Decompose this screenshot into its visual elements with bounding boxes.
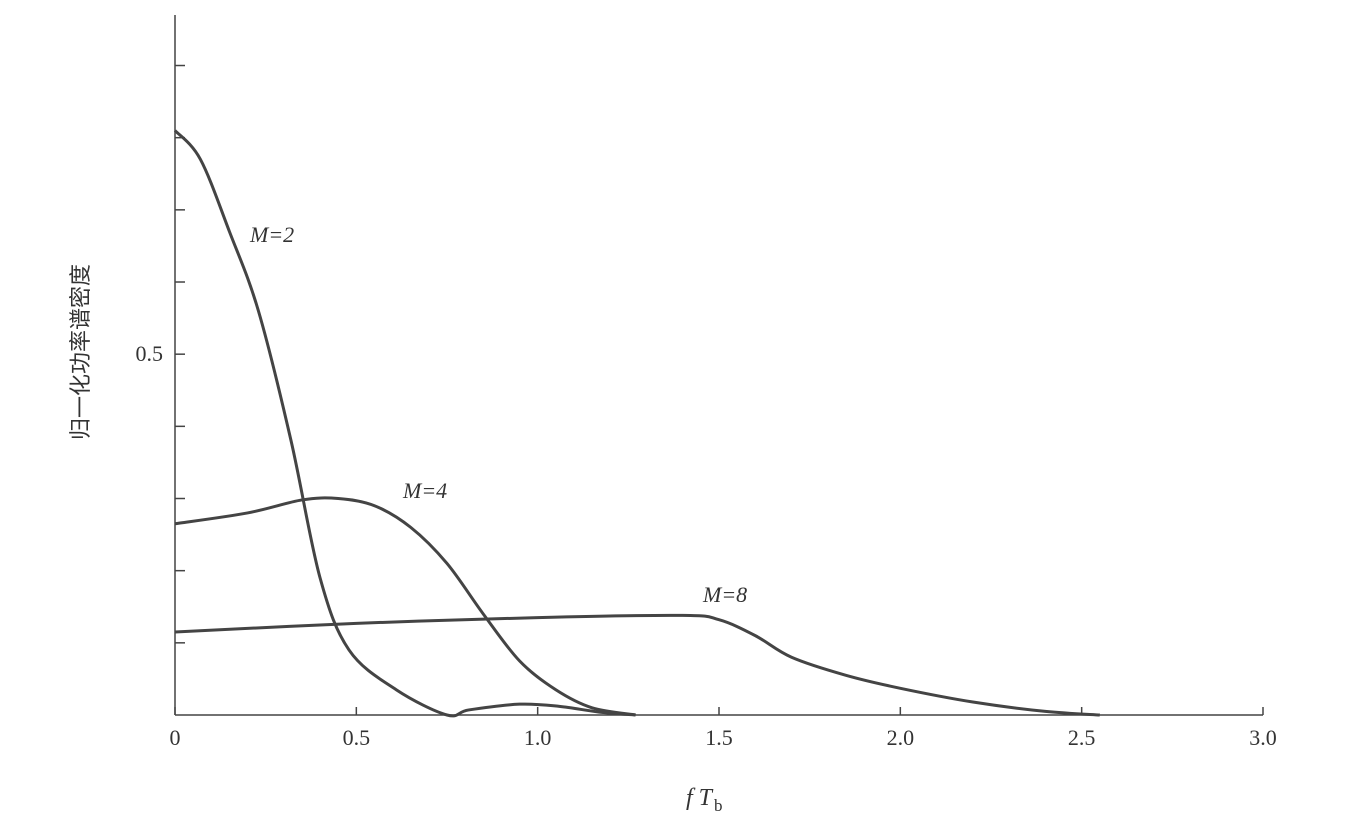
x-tick-label: 1.5 — [705, 725, 733, 750]
series-label: M=2 — [249, 222, 294, 247]
x-tick-label: 3.0 — [1249, 725, 1277, 750]
line-series — [173, 129, 636, 718]
x-tick-label: 2.0 — [887, 725, 915, 750]
series-label: M=8 — [702, 582, 747, 607]
x-tick-label: 2.5 — [1068, 725, 1096, 750]
x-tick-label: 0.5 — [343, 725, 371, 750]
y-tick-label: 0.5 — [136, 341, 164, 366]
x-axis-label-subscript: b — [714, 796, 723, 815]
line-series — [174, 496, 636, 717]
x-tick-label: 1.0 — [524, 725, 552, 750]
y-axis-label: 归一化功率谱密度 — [69, 264, 94, 440]
x-tick-label: 0 — [170, 725, 181, 750]
line-series — [174, 613, 1100, 717]
series-label: M=4 — [402, 478, 447, 503]
x-axis-label: f T — [686, 785, 714, 811]
